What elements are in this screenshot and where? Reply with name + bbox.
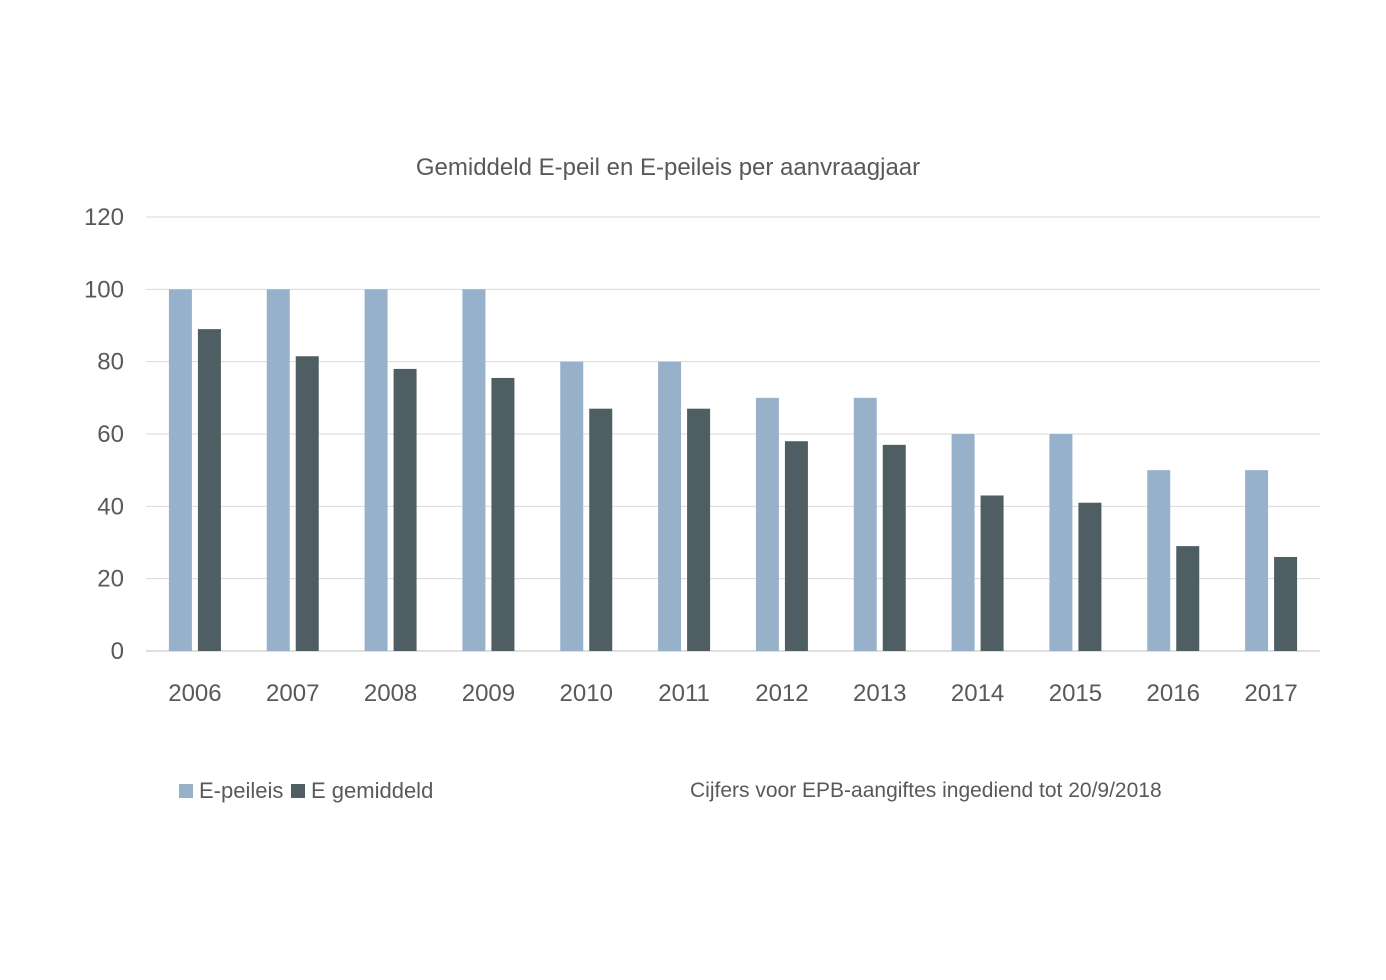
chart-note: Cijfers voor EPB-aangiftes ingediend tot… <box>690 779 1162 802</box>
y-tick-label: 80 <box>97 349 124 376</box>
y-tick-label: 60 <box>97 421 124 448</box>
legend-label-e-peileis: E-peileis <box>199 778 283 803</box>
bar-e-gemiddeld-2014 <box>980 495 1004 651</box>
x-tick-label: 2011 <box>658 680 710 707</box>
chart-title: Gemiddeld E-peil en E-peileis per aanvra… <box>416 154 920 181</box>
bar-e-gemiddeld-2013 <box>882 444 906 651</box>
y-tick-label: 0 <box>111 638 124 665</box>
x-tick-label: 2017 <box>1244 680 1297 707</box>
bar-e-peileis-2017 <box>1245 470 1269 651</box>
legend-swatch-e-gemiddeld <box>291 784 305 798</box>
bar-e-gemiddeld-2016 <box>1176 546 1200 651</box>
bar-e-peileis-2008 <box>364 289 388 651</box>
x-tick-label: 2014 <box>951 680 1004 707</box>
y-tick-label: 40 <box>97 493 124 520</box>
y-tick-label: 100 <box>84 276 124 303</box>
legend-label-e-gemiddeld: E gemiddeld <box>311 778 433 803</box>
y-tick-label: 120 <box>84 204 124 231</box>
bar-e-peileis-2010 <box>560 361 584 651</box>
x-tick-label: 2008 <box>364 680 417 707</box>
bar-e-gemiddeld-2006 <box>197 329 221 651</box>
x-tick-label: 2007 <box>266 680 319 707</box>
bar-e-peileis-2016 <box>1147 470 1171 651</box>
bar-e-peileis-2012 <box>755 397 779 651</box>
x-tick-label: 2006 <box>168 680 221 707</box>
x-axis: 2006 2007 2008 2009 2010 2011 2012 2013 2014 2015… <box>168 680 1298 707</box>
bar-e-gemiddeld-2015 <box>1078 502 1102 651</box>
legend: E-peileis E gemiddeld <box>179 778 433 803</box>
bar-e-peileis-2007 <box>266 289 290 651</box>
legend-swatch-e-peileis <box>179 784 193 798</box>
bar-e-peileis-2006 <box>168 289 192 651</box>
bar-e-gemiddeld-2009 <box>491 377 515 651</box>
bar-e-peileis-2011 <box>658 361 682 651</box>
bar-e-gemiddeld-2007 <box>295 356 319 651</box>
bars <box>168 289 1298 651</box>
bar-e-peileis-2014 <box>951 434 975 651</box>
bar-e-gemiddeld-2010 <box>589 408 613 651</box>
x-tick-label: 2010 <box>560 680 613 707</box>
gridlines <box>146 216 1320 652</box>
bar-e-gemiddeld-2017 <box>1274 556 1298 651</box>
bar-e-peileis-2015 <box>1049 434 1073 651</box>
bar-e-gemiddeld-2008 <box>393 368 417 651</box>
bar-e-gemiddeld-2011 <box>687 408 711 651</box>
x-tick-label: 2012 <box>755 680 808 707</box>
x-tick-label: 2015 <box>1049 680 1102 707</box>
y-tick-label: 20 <box>97 566 124 593</box>
x-tick-label: 2016 <box>1147 680 1200 707</box>
bar-e-gemiddeld-2012 <box>784 441 808 651</box>
x-tick-label: 2013 <box>853 680 906 707</box>
y-axis: 0 20 40 60 80 100 120 <box>84 204 124 665</box>
x-tick-label: 2009 <box>462 680 515 707</box>
bar-e-peileis-2009 <box>462 289 486 651</box>
bar-e-peileis-2013 <box>853 397 877 651</box>
